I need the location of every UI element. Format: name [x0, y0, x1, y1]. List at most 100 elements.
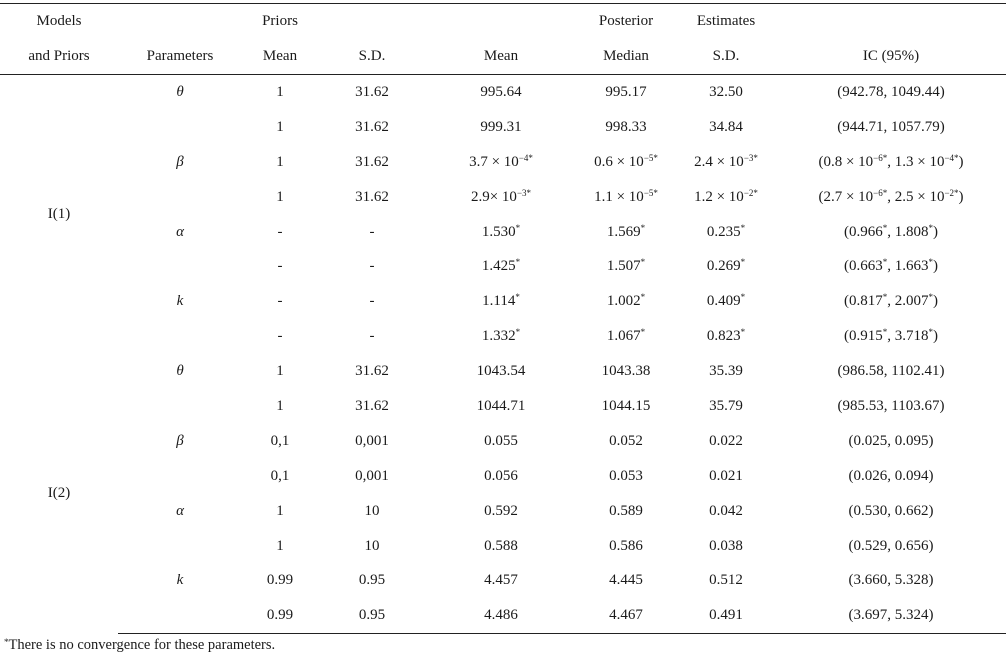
- psd-cell: 0.95: [358, 572, 386, 589]
- table-row: β 1 31.62 3.7 × 10−4* 0.6 × 10−5* 2.4 × 10−3*…: [0, 145, 1006, 180]
- pmean-cell: 1: [276, 153, 284, 170]
- median-cell: 0.053: [609, 467, 643, 484]
- mean-cell: 2.9× 10−3*: [470, 187, 532, 205]
- table-row: 0,1 0,001 0.056 0.053 0.021 (0.026, 0.094): [0, 459, 1006, 494]
- mean-cell: 999.31: [480, 118, 522, 135]
- mean-cell: 1.114*: [482, 292, 520, 310]
- parameter-cell: [118, 529, 242, 564]
- parameter-cell: [118, 459, 242, 494]
- pmean-cell: -: [277, 293, 283, 310]
- ic-cell: (0.530, 0.662): [848, 502, 934, 519]
- header-row-1: Models Priors Posterior Estimates: [0, 3, 1006, 39]
- header-cell: Median: [576, 39, 676, 75]
- mean-cell: 0.055: [484, 432, 518, 449]
- pmean-cell: 1: [276, 502, 284, 519]
- header-cell: S.D.: [676, 39, 776, 75]
- ic-cell: (944.71, 1057.79): [837, 118, 945, 135]
- psd-cell: -: [369, 328, 375, 345]
- pmean-cell: 0.99: [266, 572, 294, 589]
- parameter-cell: [118, 598, 242, 635]
- header-cell: Parameters: [118, 39, 242, 75]
- parameter-cell: k: [176, 293, 184, 310]
- parameter-cell: [118, 180, 242, 215]
- ic-cell: (2.7 × 10−6*, 2.5 × 10−2*): [818, 187, 964, 205]
- sd-cell: 32.50: [709, 83, 743, 100]
- table-row: 0.99 0.95 4.486 4.467 0.491 (3.697, 5.324): [0, 598, 1006, 635]
- table-row: 1 31.62 1044.71 1044.15 35.79 (985.53, 1103.6…: [0, 389, 1006, 424]
- header-cell: Estimates: [676, 3, 776, 39]
- pmean-cell: 0,1: [270, 432, 290, 449]
- mean-cell: 0.056: [484, 467, 518, 484]
- parameter-cell: α: [176, 502, 184, 519]
- sd-cell: 0.409*: [706, 292, 746, 310]
- pmean-cell: -: [277, 258, 283, 275]
- sd-cell: 0.042: [709, 502, 743, 519]
- sd-cell: 0.021: [709, 467, 743, 484]
- header-cell: Priors: [242, 3, 318, 39]
- parameter-cell: [118, 319, 242, 354]
- ic-cell: (0.025, 0.095): [848, 432, 934, 449]
- pmean-cell: 1: [276, 537, 284, 554]
- parameter-cell: [118, 249, 242, 284]
- median-cell: 1043.38: [601, 363, 651, 380]
- header-cell: [426, 3, 576, 39]
- header-cell: Mean: [426, 39, 576, 75]
- pmean-cell: -: [277, 223, 283, 240]
- header-cell: IC (95%): [776, 39, 1006, 75]
- table-row: β 0,1 0,001 0.055 0.052 0.022 (0.025, 0.095): [0, 424, 1006, 459]
- table-header: Models Priors Posterior Estimates and Pr…: [0, 3, 1006, 75]
- sd-cell: 0.823*: [706, 327, 746, 345]
- mean-cell: 3.7 × 10−4*: [469, 152, 533, 170]
- psd-cell: 31.62: [355, 118, 389, 135]
- sd-cell: 0.235*: [706, 222, 746, 240]
- pmean-cell: 1: [276, 118, 284, 135]
- table-row: α 1 10 0.592 0.589 0.042 (0.530, 0.662): [0, 494, 1006, 529]
- pmean-cell: -: [277, 328, 283, 345]
- pmean-cell: 0.99: [242, 598, 318, 635]
- median-cell: 4.467: [576, 598, 676, 635]
- psd-cell: 31.62: [355, 83, 389, 100]
- sd-cell: 0.491: [676, 598, 776, 635]
- table-row: k - - 1.114* 1.002* 0.409* (0.817*, 2.007*): [0, 284, 1006, 319]
- table-row: I(2) θ 1 31.62 1043.54 1043.38 35.39 (986.58, 1…: [0, 354, 1006, 501]
- table-row: - - 1.425* 1.507* 0.269* (0.663*, 1.663*): [0, 249, 1006, 284]
- psd-cell: -: [369, 258, 375, 275]
- ic-cell: (0.817*, 2.007*): [844, 292, 938, 310]
- model-cell: I(2): [47, 485, 71, 502]
- table-row: 1 31.62 2.9× 10−3* 1.1 × 10−5* 1.2 × 10−2* (2…: [0, 180, 1006, 215]
- parameter-cell: θ: [176, 363, 184, 380]
- psd-cell: 0.95: [318, 598, 426, 635]
- parameter-cell: [118, 110, 242, 145]
- table-row: I(1) θ 1 31.62 995.64 995.17 32.50 (942.78, 104…: [0, 75, 1006, 222]
- ic-cell: (985.53, 1103.67): [837, 397, 945, 414]
- sd-cell: 0.038: [709, 537, 743, 554]
- sd-cell: 0.022: [709, 432, 743, 449]
- table-row: α - - 1.530* 1.569* 0.235* (0.966*, 1.808*): [0, 215, 1006, 250]
- pmean-cell: 1: [276, 363, 284, 380]
- psd-cell: 31.62: [355, 363, 389, 380]
- median-cell: 1.002*: [606, 292, 646, 310]
- mean-cell: 1.332*: [481, 327, 521, 345]
- ic-cell: (0.663*, 1.663*): [844, 257, 938, 275]
- mean-cell: 0.588: [484, 537, 518, 554]
- median-cell: 1.569*: [606, 222, 646, 240]
- ic-cell: (942.78, 1049.44): [837, 83, 945, 100]
- median-cell: 1.507*: [606, 257, 646, 275]
- median-cell: 1.067*: [606, 327, 646, 345]
- parameter-cell: β: [176, 432, 184, 449]
- sd-cell: 35.79: [709, 397, 743, 414]
- table-row: 1 31.62 999.31 998.33 34.84 (944.71, 1057.79): [0, 110, 1006, 145]
- psd-cell: 31.62: [355, 397, 389, 414]
- ic-cell: (0.915*, 3.718*): [844, 327, 938, 345]
- median-cell: 4.445: [609, 572, 643, 589]
- median-cell: 0.6 × 10−5*: [594, 152, 658, 170]
- sd-cell: 2.4 × 10−3*: [694, 152, 758, 170]
- footnote-text: There is no convergence for these parame…: [8, 637, 276, 653]
- header-cell: [118, 3, 242, 39]
- pmean-cell: 1: [276, 397, 284, 414]
- psd-cell: -: [369, 293, 375, 310]
- psd-cell: 0,001: [355, 432, 389, 449]
- psd-cell: 31.62: [355, 188, 389, 205]
- mean-cell: 1.425*: [481, 257, 521, 275]
- median-cell: 0.052: [609, 432, 643, 449]
